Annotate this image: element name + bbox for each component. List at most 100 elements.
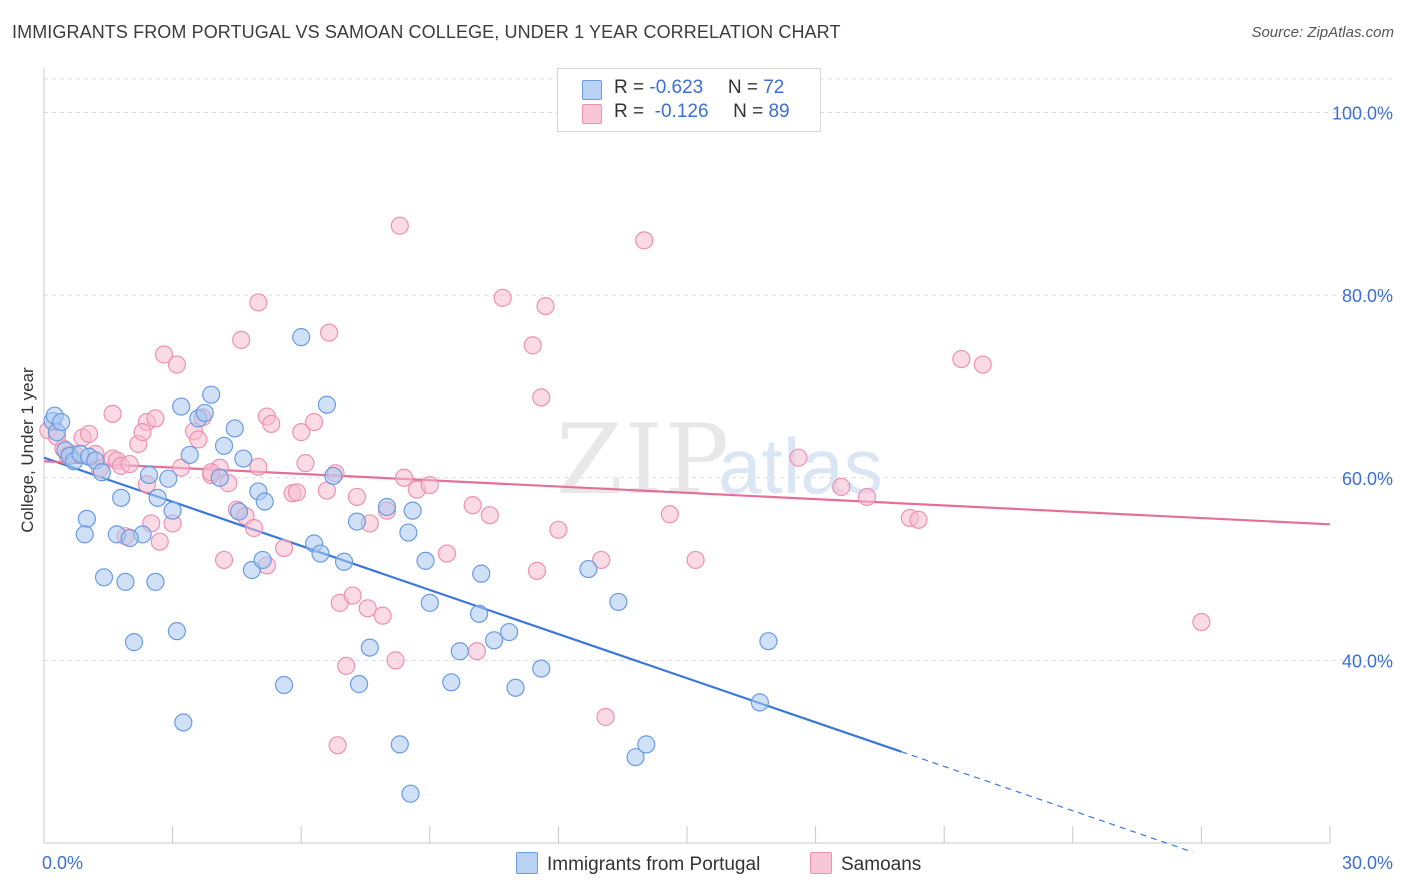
point-portugal	[146, 572, 165, 591]
point-portugal	[532, 659, 551, 678]
point-samoan	[635, 231, 654, 250]
point-portugal	[500, 622, 519, 642]
point-samoan	[480, 506, 499, 525]
legend-r-label: R =	[614, 77, 650, 98]
point-portugal	[167, 622, 186, 641]
point-samoan	[1192, 612, 1211, 632]
y-tick-label: 40.0%	[1342, 651, 1393, 671]
legend-swatch-portugal	[516, 852, 538, 874]
y-tick-label: 100.0%	[1332, 104, 1393, 124]
legend-item-samoan[interactable]: Samoans	[810, 852, 921, 876]
point-portugal	[579, 559, 598, 579]
point-portugal	[637, 735, 656, 754]
point-samoan	[287, 483, 307, 502]
point-portugal	[334, 552, 354, 571]
point-samoan	[973, 355, 992, 374]
point-samoan	[133, 423, 152, 442]
point-samoan	[386, 651, 405, 670]
point-portugal	[626, 748, 645, 767]
legend-label-samoan: Samoans	[841, 854, 922, 875]
chart-title: IMMIGRANTS FROM PORTUGAL VS SAMOAN COLLE…	[12, 22, 841, 42]
point-portugal	[390, 735, 409, 754]
point-portugal	[75, 525, 94, 544]
point-samoan	[274, 538, 294, 558]
legend-n-value-portugal: 72	[763, 77, 785, 98]
point-portugal	[347, 512, 367, 531]
point-portugal	[202, 385, 221, 404]
point-portugal	[349, 675, 369, 694]
point-samoan	[463, 496, 482, 515]
point-portugal	[442, 673, 461, 692]
point-portugal	[311, 544, 330, 563]
legend-r-value-portugal: -0.623	[649, 77, 704, 98]
point-portugal	[163, 501, 182, 520]
point-portugal	[485, 631, 504, 650]
point-samoan	[343, 586, 362, 605]
legend-n-label: N =	[733, 101, 769, 122]
point-samoan	[337, 656, 356, 675]
point-portugal	[210, 468, 229, 487]
point-portugal	[377, 497, 397, 517]
point-samoan	[214, 550, 234, 570]
point-samoan	[79, 424, 99, 444]
point-samoan	[328, 736, 347, 755]
point-samoan	[394, 468, 414, 487]
legend-r-value-samoan: -0.126	[649, 101, 709, 122]
axes	[43, 68, 1331, 844]
point-samoan	[358, 599, 377, 618]
point-samoan	[832, 477, 851, 496]
point-portugal	[159, 469, 178, 488]
point-portugal	[324, 466, 343, 486]
point-samoan	[189, 430, 208, 449]
point-samoan	[154, 345, 174, 364]
point-samoan	[319, 323, 339, 342]
y-axis-label: College, Under 1 year	[18, 367, 37, 533]
point-samoan	[909, 510, 928, 529]
point-samoan	[146, 409, 165, 428]
point-samoan	[167, 355, 186, 374]
point-portugal	[116, 572, 135, 591]
point-portugal	[195, 403, 214, 423]
tick-labels: 100.0% 80.0% 60.0% 40.0% 0.0% 30.0%	[42, 104, 1393, 873]
point-portugal	[401, 784, 420, 803]
point-samoan	[249, 293, 268, 312]
point-samoan	[347, 487, 367, 507]
point-portugal	[180, 445, 199, 465]
series-legend: Immigrants from Portugal Samoans	[0, 852, 1406, 878]
y-tick-label: 80.0%	[1342, 286, 1393, 306]
point-samoan	[172, 458, 191, 477]
point-portugal	[416, 551, 435, 570]
point-samoan	[232, 330, 251, 349]
x-tick-label: 30.0%	[1342, 853, 1393, 873]
point-portugal	[174, 713, 193, 732]
point-samoan	[373, 606, 392, 625]
correlation-legend: R = -0.623 N = 72 R = -0.126 N = 89	[557, 68, 821, 132]
trend-line-portugal-extension	[901, 751, 1194, 853]
point-samoan	[437, 544, 457, 563]
point-samoan	[420, 475, 439, 495]
data-points	[39, 216, 1211, 803]
point-samoan	[103, 404, 122, 423]
point-portugal	[609, 592, 628, 612]
point-portugal	[112, 488, 131, 507]
point-portugal	[759, 632, 778, 651]
point-samoan	[150, 532, 169, 551]
legend-n-label: N =	[727, 77, 764, 98]
point-samoan	[952, 349, 971, 369]
point-portugal	[469, 604, 489, 623]
point-portugal	[750, 693, 769, 712]
point-samoan	[523, 336, 542, 355]
point-portugal	[274, 675, 294, 695]
point-samoan	[857, 487, 877, 507]
point-portugal	[124, 633, 144, 652]
watermark-zip: ZIP	[556, 404, 731, 516]
legend-swatch-samoan	[810, 852, 832, 874]
point-portugal	[92, 463, 111, 482]
point-portugal	[450, 642, 469, 661]
point-portugal	[120, 528, 139, 548]
point-portugal	[229, 502, 249, 521]
point-portugal	[399, 523, 418, 542]
point-samoan	[527, 561, 547, 580]
legend-item-portugal[interactable]: Immigrants from Portugal	[516, 852, 760, 876]
